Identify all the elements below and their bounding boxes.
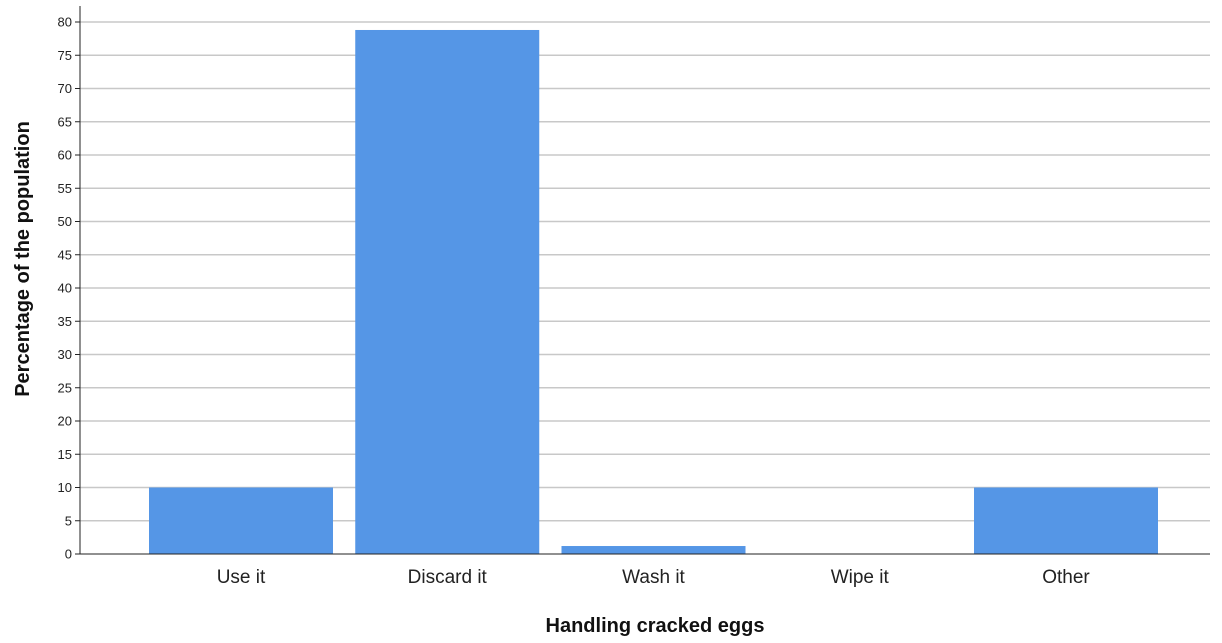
y-tick-label: 65	[58, 114, 72, 129]
y-tick-label: 20	[58, 414, 72, 429]
x-category-label: Other	[1042, 567, 1090, 588]
x-category-label: Wipe it	[831, 567, 890, 588]
x-category-label: Use it	[217, 567, 266, 588]
gridlines	[80, 21, 1210, 522]
x-category-labels: Use it Discard it Wash it Wipe it Other	[217, 567, 1091, 588]
y-tick-label: 55	[58, 181, 72, 196]
y-tick-label: 30	[58, 347, 72, 362]
y-tick-label: 35	[58, 314, 72, 329]
y-tick-label: 80	[58, 15, 72, 30]
bar-other	[974, 487, 1158, 554]
y-tick-label: 45	[58, 247, 72, 262]
axes	[75, 6, 1210, 555]
x-category-label: Wash it	[622, 567, 685, 588]
x-category-label: Discard it	[408, 567, 488, 588]
y-axis-title: Percentage of the population	[12, 121, 34, 397]
y-tick-labels: 0 5 10 15 20 25 30 35 40 45 50 55 60 65 70 75 80	[58, 15, 72, 562]
y-tick-label: 0	[65, 547, 72, 562]
y-tick-label: 40	[58, 281, 72, 296]
y-tick-label: 10	[58, 480, 72, 495]
y-tick-label: 50	[58, 214, 72, 229]
y-tick-label: 25	[58, 380, 72, 395]
y-tick-label: 70	[58, 81, 72, 96]
bars	[149, 29, 1158, 555]
y-tick-label: 15	[58, 447, 72, 462]
bar-discard-it	[355, 29, 540, 555]
y-tick-label: 75	[58, 48, 72, 63]
bar-wash-it	[561, 546, 746, 554]
y-tick-label: 60	[58, 148, 72, 163]
bar-use-it	[149, 487, 333, 554]
x-axis-title: Handling cracked eggs	[546, 615, 765, 637]
y-tick-label: 5	[65, 513, 72, 528]
